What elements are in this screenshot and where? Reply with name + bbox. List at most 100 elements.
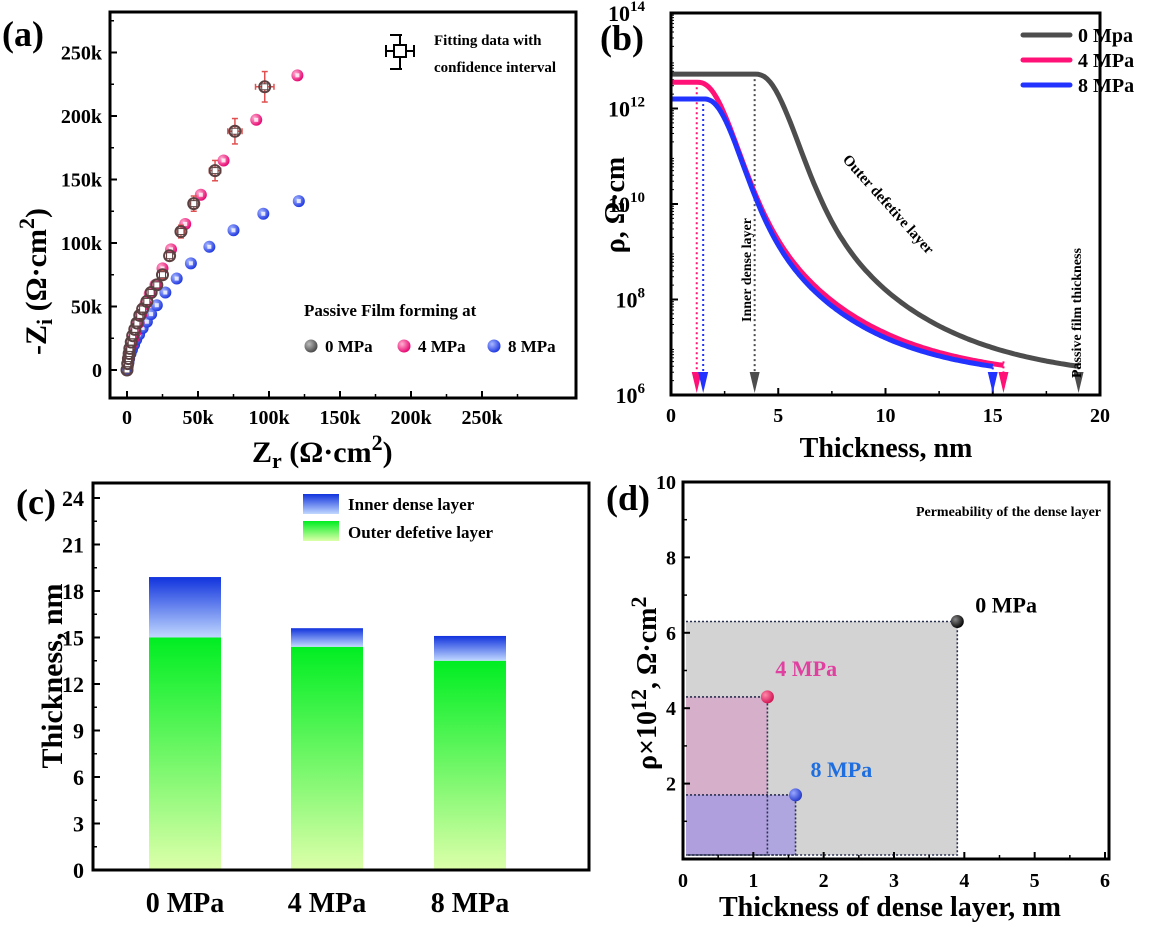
b-legend-label: 0 Mpa <box>1078 25 1133 47</box>
d-dotted-guide <box>686 696 769 856</box>
fit-legend-icon <box>385 34 415 70</box>
d-point-label: 0 MPa <box>975 592 1037 617</box>
a-point-0mpa <box>187 197 201 211</box>
a-point-marker <box>261 83 269 91</box>
a-ytick-label: 50k <box>71 297 103 319</box>
a-xlabel-sup: 2 <box>372 430 383 455</box>
b-legend-label: 8 MPa <box>1078 75 1134 97</box>
c-ytick-label: 24 <box>62 486 84 511</box>
b-dense-arrow <box>691 372 702 393</box>
a-xtick-label: 150k <box>319 407 361 429</box>
svg-text:ρ×1012, Ω·cm2: ρ×1012, Ω·cm2 <box>626 597 663 770</box>
a-plot-frame <box>108 10 578 400</box>
a-point-marker <box>188 261 193 266</box>
a-point-0mpa <box>228 124 242 138</box>
c-plot-frame <box>91 481 591 872</box>
c-xtick-label: 8 MPa <box>431 888 510 919</box>
a-point-marker <box>149 312 154 317</box>
b-ytick-exp: 8 <box>638 286 646 302</box>
b-end-arrow <box>1073 372 1084 393</box>
d-title: Permeability of the dense layer <box>916 505 1101 520</box>
d-xtick-label: 4 <box>959 870 969 892</box>
d-ticks: 0 1 2 3 4 5 6 2 4 6 8 10 <box>656 472 1110 892</box>
a-point-marker <box>261 211 266 216</box>
d-point-label: 8 MPa <box>811 757 873 782</box>
c-xtick-label: 4 MPa <box>288 888 367 919</box>
a-point-marker <box>174 276 179 281</box>
a-ylabel-sup: 2 <box>14 218 39 229</box>
a-point-marker <box>231 228 236 233</box>
a-point-0mpa <box>156 268 169 282</box>
d-xtick-label: 1 <box>748 870 758 892</box>
c-bar-inner <box>291 628 363 647</box>
a-point-0mpa <box>258 80 272 94</box>
svg-text:-Zi (Ω·cm2): -Zi (Ω·cm2) <box>14 208 57 355</box>
d-point-label: 4 MPa <box>775 656 837 681</box>
a-point-marker <box>169 247 174 252</box>
a-point-marker <box>153 281 161 289</box>
c-ytick-label: 0 <box>73 858 84 883</box>
fit-legend-line2: confidence interval <box>434 60 556 76</box>
d-xtick-label: 0 <box>678 870 688 892</box>
d-dotted-guide <box>686 620 959 856</box>
d-point-4-mpa <box>760 690 774 704</box>
d-ytick-label: 10 <box>656 472 676 494</box>
a-legend-title: Passive Film forming at <box>304 301 477 320</box>
c-ytick-label: 3 <box>73 812 84 837</box>
d-dotted-guide <box>686 794 797 856</box>
a-ytick-label: 150k <box>61 170 103 192</box>
panel-label-d: (d) <box>606 478 650 518</box>
d-ytick-label: 2 <box>666 774 676 796</box>
a-point-marker <box>254 117 259 122</box>
a-point-marker <box>143 297 151 305</box>
c-bars: 0 MPa 4 MPa 8 MPa <box>146 577 510 919</box>
a-xlabel: Zr (Ω·cm2) <box>252 430 393 473</box>
b-curve-0-mpa <box>671 71 1079 369</box>
a-ytick-label: 250k <box>61 43 103 65</box>
a-xtick-label: 250k <box>461 407 503 429</box>
b-end-arrow <box>987 372 998 393</box>
d-area-8-mpa <box>686 794 796 855</box>
svg-text:Zr (Ω·cm2): Zr (Ω·cm2) <box>252 430 393 473</box>
b-ytick-exp: 14 <box>630 0 646 15</box>
b-ytick-exp: 12 <box>630 95 645 111</box>
b-legend-label: 4 MPa <box>1078 50 1134 72</box>
b-annot-inner: Inner dense layer <box>740 218 755 322</box>
a-xtick-label: 50k <box>182 407 214 429</box>
a-point-0mpa <box>150 278 164 292</box>
c-ytick-label: 9 <box>73 719 84 744</box>
c-ytick-label: 12 <box>62 672 84 697</box>
b-annot-passive: Passive film thickness <box>1070 248 1085 378</box>
d-xtick-label: 2 <box>819 870 829 892</box>
d-ylabel-sup: 12 <box>626 689 651 711</box>
c-ytick-label: 15 <box>62 626 84 651</box>
d-ylabel-sup2: 2 <box>626 597 651 608</box>
b-ytick-label: 1012 <box>608 95 645 122</box>
a-ylabel-main: -Z <box>20 325 53 355</box>
b-xlabel: Thickness, nm <box>800 433 973 464</box>
b-annot-outer: Outer defetive layer <box>839 152 937 258</box>
panel-label-c: (c) <box>16 482 56 522</box>
b-xtick-label: 0 <box>666 405 676 427</box>
c-bar-inner <box>434 635 506 661</box>
b-ytick-label: 108 <box>616 286 646 313</box>
a-ytick-label: 0 <box>92 360 102 382</box>
b-plot-frame <box>669 11 1102 397</box>
d-ytick-label: 8 <box>666 547 676 569</box>
d-shapes: 0 MPa 4 MPa 8 MPa <box>686 592 1037 856</box>
d-xlabel: Thickness of dense layer, nm <box>719 892 1061 923</box>
panel-a: (a) 0 50k 100k 150k 200k 250k 0 50k 100k 150k 200k… <box>2 10 578 473</box>
d-ylabel: ρ×1012, Ω·cm2 <box>626 597 663 770</box>
a-point-0mpa <box>208 164 222 178</box>
a-ylabel: -Zi (Ω·cm2) <box>14 208 57 355</box>
a-legend: 0 MPa 4 MPa 8 MPa <box>304 337 556 356</box>
b-ytick-exp: 6 <box>638 381 646 397</box>
a-point-marker <box>190 200 198 208</box>
c-legend-outer: Outer defetive layer <box>348 523 494 542</box>
a-point-marker <box>295 73 300 78</box>
c-ylabel: Thickness, nm <box>36 583 69 768</box>
